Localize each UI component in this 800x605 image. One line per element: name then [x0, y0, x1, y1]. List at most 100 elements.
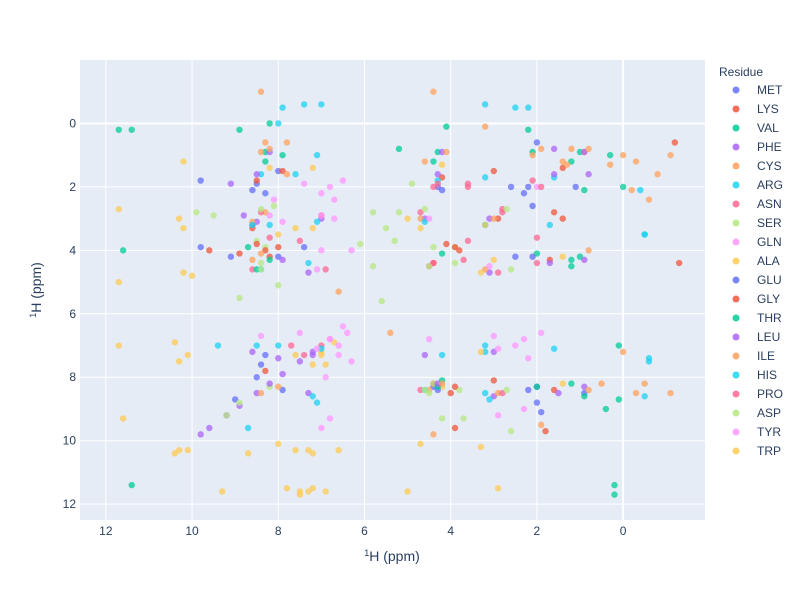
data-point [322, 374, 329, 381]
data-point [184, 351, 191, 359]
legend-item-lys[interactable]: LYS [732, 102, 779, 116]
legend-item-gln[interactable]: GLN [732, 235, 782, 249]
series-asp [193, 202, 515, 435]
data-point [356, 240, 364, 248]
data-point [598, 380, 605, 387]
data-point [257, 250, 265, 257]
legend-item-cys[interactable]: CYS [732, 159, 782, 173]
y-tick-label: 6 [69, 307, 76, 321]
data-point [611, 481, 618, 489]
data-point [175, 358, 183, 365]
data-point [654, 171, 661, 178]
series-ile [257, 139, 674, 438]
data-point [451, 424, 459, 432]
data-point [266, 120, 273, 127]
data-point [257, 361, 265, 368]
data-point [430, 243, 437, 251]
data-point [253, 171, 260, 178]
data-point [197, 431, 204, 438]
data-point [481, 389, 489, 397]
data-point [602, 405, 610, 413]
data-point [279, 256, 286, 264]
data-point [322, 488, 329, 495]
y-tick-label: 0 [69, 116, 76, 130]
data-point [313, 151, 321, 159]
data-point [262, 367, 269, 375]
data-point [507, 427, 515, 435]
legend-marker [732, 219, 740, 227]
data-point [348, 358, 355, 365]
data-point [632, 158, 640, 165]
data-point [615, 396, 622, 403]
legend-item-pro[interactable]: PRO [732, 387, 784, 401]
data-point [283, 485, 291, 492]
data-point [568, 145, 575, 153]
legend-item-thr[interactable]: THR [732, 311, 782, 325]
data-point [538, 421, 545, 429]
data-point [486, 396, 493, 403]
legend-item-phe[interactable]: PHE [732, 140, 782, 154]
data-point [180, 158, 187, 165]
legend-marker [732, 105, 740, 113]
data-point [257, 389, 265, 397]
data-point [417, 440, 424, 448]
data-point [425, 215, 433, 222]
data-point [236, 294, 243, 302]
data-point [430, 88, 437, 95]
data-point [421, 205, 429, 213]
data-point [434, 180, 441, 187]
data-point [417, 224, 424, 232]
legend-item-ser[interactable]: SER [732, 216, 783, 230]
data-point [339, 177, 347, 184]
data-point [481, 221, 489, 229]
data-point [538, 183, 545, 191]
data-point [438, 351, 446, 359]
data-point [318, 351, 325, 359]
legend-item-asn[interactable]: ASN [732, 197, 782, 211]
data-point [257, 332, 265, 340]
data-point [257, 148, 265, 156]
x-tick-label: 10 [185, 524, 199, 538]
data-point [266, 380, 273, 387]
data-point [210, 212, 217, 219]
data-point [275, 120, 282, 127]
data-point [300, 351, 308, 359]
data-point [438, 380, 446, 387]
legend-item-asp[interactable]: ASP [732, 406, 782, 420]
legend-item-val[interactable]: VAL [732, 121, 780, 135]
data-point [477, 269, 485, 276]
data-point [313, 399, 321, 406]
series-leu [197, 145, 592, 438]
legend-item-tyr[interactable]: TYR [732, 425, 782, 439]
legend-marker [732, 447, 740, 455]
data-point [326, 335, 334, 343]
data-point [533, 139, 541, 146]
data-point [559, 215, 566, 222]
legend-item-arg[interactable]: ARG [732, 178, 784, 192]
legend-label: LEU [757, 330, 780, 344]
legend-marker [732, 257, 740, 265]
legend-label: MET [757, 83, 783, 97]
data-point [378, 297, 385, 305]
y-axis-label: 1H (ppm) [28, 262, 44, 318]
legend-item-his[interactable]: HIS [732, 368, 778, 382]
legend-label: VAL [757, 121, 779, 135]
data-point [555, 389, 562, 397]
data-point [275, 243, 282, 251]
x-tick-label: 4 [447, 524, 454, 538]
data-point [542, 427, 549, 435]
legend-marker [732, 295, 740, 303]
legend-item-gly[interactable]: GLY [732, 292, 781, 306]
data-point [451, 259, 459, 267]
data-point [305, 488, 312, 495]
data-point [266, 164, 273, 172]
legend-item-leu[interactable]: LEU [732, 330, 781, 344]
legend-item-ala[interactable]: ALA [732, 254, 780, 268]
legend-item-trp[interactable]: TRP [732, 444, 782, 458]
data-point [266, 221, 273, 229]
legend-item-glu[interactable]: GLU [732, 273, 782, 287]
data-point [197, 177, 204, 184]
data-point [244, 424, 252, 432]
legend-item-met[interactable]: MET [732, 83, 784, 97]
legend-item-ile[interactable]: ILE [732, 349, 776, 363]
